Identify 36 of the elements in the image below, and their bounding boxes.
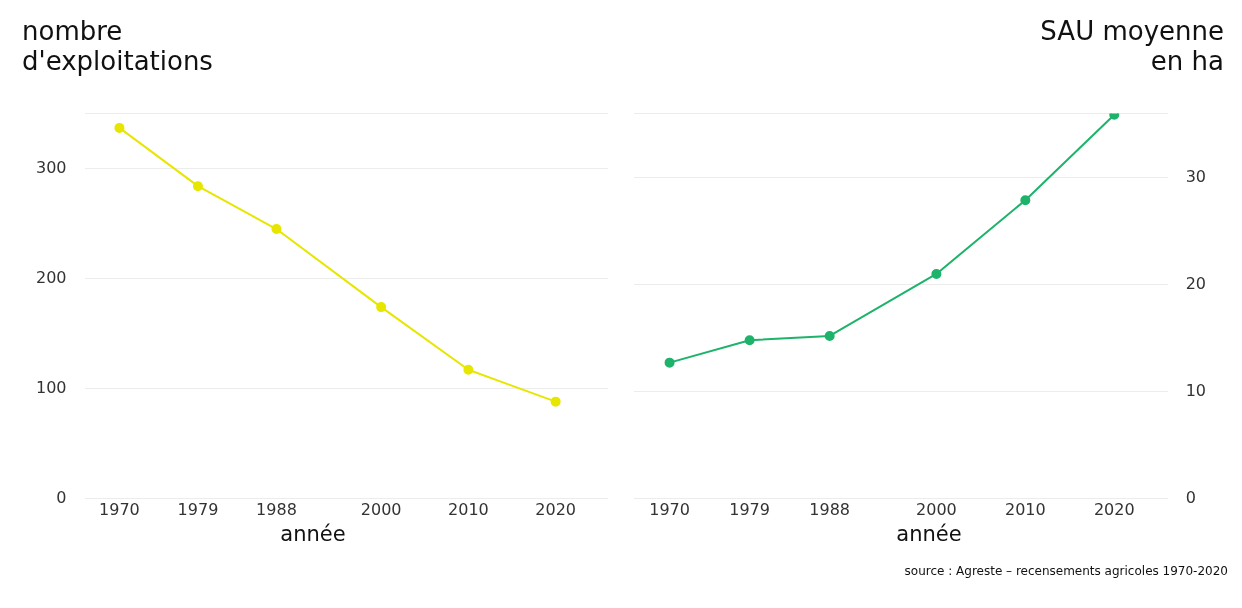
y-tick-label: 0 (56, 487, 67, 507)
y2-tick-label: 20 (1185, 273, 1206, 293)
point (744, 335, 755, 346)
point (1020, 195, 1031, 206)
y2-tick-label: 10 (1185, 380, 1206, 400)
x-tick-label: 1979 (177, 500, 219, 520)
y-axis-title: nombre d'exploitations (22, 16, 214, 76)
point (114, 122, 125, 133)
x-tick-label: 2020 (535, 500, 577, 520)
x-axis-title: année (895, 522, 963, 546)
y2-axis-title: SAU moyenne en ha (1039, 16, 1224, 76)
x-tick-label: 2000 (916, 500, 957, 520)
y-tick-label: 300 (35, 157, 67, 177)
point (376, 302, 387, 313)
y-tick-label: 200 (35, 267, 67, 287)
x-tick-label: 1970 (649, 500, 690, 520)
y2-tick-label: 0 (1185, 487, 1196, 507)
point (824, 330, 835, 341)
x-tick-label: 2010 (1004, 500, 1046, 520)
x-tick-label: 2000 (360, 500, 402, 520)
point (192, 181, 203, 192)
point (271, 224, 282, 235)
point (931, 268, 942, 279)
y2-tick-label: 30 (1185, 166, 1206, 186)
x-tick-label: 1970 (99, 500, 140, 520)
x-tick-label: 1979 (729, 500, 770, 520)
point (550, 396, 561, 407)
point (664, 357, 675, 368)
x-tick-label: 1988 (256, 500, 297, 520)
x-tick-label: 2020 (1093, 500, 1135, 520)
x-tick-label: 1988 (809, 500, 851, 520)
x-axis-title: année (279, 522, 347, 546)
y-tick-label: 100 (35, 377, 67, 397)
x-tick-label: 2010 (448, 500, 489, 520)
point (463, 364, 474, 375)
source-note: source : Agreste – recensements agricoles 1970-2020 (903, 564, 1229, 578)
